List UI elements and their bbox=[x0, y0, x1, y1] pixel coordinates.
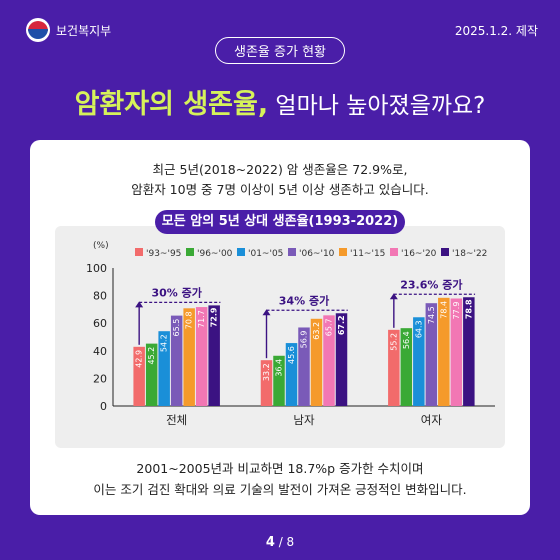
bar bbox=[413, 317, 425, 406]
top-bar: 보건복지부 2025.1.2. 제작 생존율 증가 현황 bbox=[0, 0, 560, 64]
y-tick-label: 80 bbox=[93, 290, 107, 303]
content-card: 최근 5년(2018~2022) 암 생존율은 72.9%로, 암환자 10명 … bbox=[30, 140, 530, 515]
chart-title: 모든 암의 5년 상대 생존율(1993-2022) bbox=[155, 210, 405, 234]
bar-value-label: 36.4 bbox=[275, 359, 284, 377]
y-tick-label: 60 bbox=[93, 317, 107, 330]
annotation-arrow-head bbox=[262, 309, 271, 316]
bar-value-label: 55.2 bbox=[389, 333, 398, 351]
bar-value-label: 74.5 bbox=[427, 306, 436, 324]
headline: 암환자의 생존율, 얼마나 높아졌을까요? bbox=[0, 82, 560, 121]
bar bbox=[195, 307, 208, 406]
org-name: 보건복지부 bbox=[56, 23, 112, 38]
bar bbox=[298, 327, 310, 406]
legend-swatch bbox=[186, 248, 194, 256]
bar bbox=[260, 360, 273, 406]
annotation-label: 23.6% 증가 bbox=[400, 277, 462, 291]
survival-rate-chart: (%) 0 20 40 60 80 100 '93~'95 '96~'00 '01~'05 '06~… bbox=[86, 241, 495, 427]
x-tick-label: 전체 bbox=[166, 413, 187, 427]
legend-label: '96~'00 bbox=[197, 249, 233, 259]
page-current: 4 bbox=[265, 535, 275, 550]
bar bbox=[400, 328, 413, 406]
bar-value-label: 33.2 bbox=[262, 363, 271, 381]
annotation-label: 30% 증가 bbox=[151, 285, 201, 299]
bar bbox=[438, 297, 450, 406]
legend-swatch bbox=[288, 248, 296, 256]
bar-value-label: 78.4 bbox=[439, 301, 448, 319]
y-tick-label: 20 bbox=[93, 372, 107, 385]
bar-value-label: 54.2 bbox=[160, 334, 169, 352]
page-total: / 8 bbox=[278, 535, 295, 549]
bar-value-label: 56.9 bbox=[300, 331, 309, 349]
annotation-arrow-head bbox=[135, 301, 144, 308]
bar bbox=[450, 298, 463, 406]
y-tick-label: 0 bbox=[100, 400, 107, 413]
bar-value-label: 64.3 bbox=[414, 320, 423, 338]
intro-line-2: 암환자 10명 중 7명 이상이 5년 이상 생존하고 있습니다. bbox=[131, 182, 429, 197]
legend-label: '01~'05 bbox=[248, 249, 283, 259]
production-date: 2025.1.2. 제작 bbox=[454, 24, 538, 38]
x-tick-label: 남자 bbox=[293, 413, 315, 427]
y-tick-label: 40 bbox=[93, 345, 107, 358]
bar-value-label: 71.7 bbox=[197, 310, 206, 328]
legend-label: '93~'95 bbox=[146, 249, 181, 259]
ministry-logo: 보건복지부 bbox=[26, 18, 111, 42]
bar bbox=[285, 343, 298, 406]
taegeuk-icon bbox=[26, 18, 50, 42]
bar bbox=[145, 343, 158, 406]
headline-rest: 얼마나 높아졌을까요? bbox=[268, 93, 486, 119]
bar-value-label: 63.2 bbox=[312, 322, 321, 340]
bar-value-label: 72.9 bbox=[210, 307, 219, 327]
bar bbox=[170, 315, 183, 406]
bar bbox=[310, 318, 323, 406]
bar bbox=[335, 313, 348, 406]
y-tick-label: 100 bbox=[86, 262, 107, 275]
bar bbox=[388, 329, 400, 406]
bar-value-label: 65.7 bbox=[325, 318, 334, 336]
footer-line-1: 2001~2005년과 비교하면 18.7%p 증가한 수치이며 bbox=[136, 461, 424, 476]
bar-value-label: 77.9 bbox=[452, 302, 461, 320]
bar-value-label: 67.2 bbox=[337, 315, 346, 335]
footer-line-2: 이는 조기 검진 확대와 의료 기술의 발전이 가져온 긍정적인 변화입니다. bbox=[93, 482, 467, 497]
legend-swatch bbox=[237, 248, 245, 256]
legend-label: '11~'15 bbox=[350, 249, 385, 259]
bar-value-label: 42.9 bbox=[135, 350, 144, 368]
legend-swatch bbox=[441, 248, 449, 256]
bar-value-label: 70.8 bbox=[185, 311, 194, 329]
bar bbox=[425, 303, 438, 406]
intro-line-1: 최근 5년(2018~2022) 암 생존율은 72.9%로, bbox=[152, 162, 408, 177]
y-axis-unit: (%) bbox=[93, 241, 109, 251]
annotation-arrow-head bbox=[389, 293, 398, 300]
legend-label: '06~'10 bbox=[299, 249, 335, 259]
bar-value-label: 78.8 bbox=[464, 299, 473, 319]
bar bbox=[158, 331, 170, 406]
bar bbox=[133, 346, 145, 406]
footer-text: 2001~2005년과 비교하면 18.7%p 증가한 수치이며 이는 조기 검… bbox=[30, 458, 530, 500]
bar-value-label: 65.5 bbox=[172, 319, 181, 337]
legend-label: '18~'22 bbox=[452, 249, 487, 259]
legend-swatch bbox=[390, 248, 398, 256]
intro-text: 최근 5년(2018~2022) 암 생존율은 72.9%로, 암환자 10명 … bbox=[30, 160, 530, 200]
bar bbox=[273, 355, 285, 406]
x-tick-label: 여자 bbox=[421, 413, 443, 427]
bar bbox=[208, 305, 220, 406]
legend-swatch bbox=[135, 248, 143, 256]
headline-accent: 암환자의 생존율, bbox=[74, 89, 269, 120]
bar-value-label: 45.6 bbox=[287, 346, 296, 364]
bar bbox=[183, 308, 195, 406]
legend-swatch bbox=[339, 248, 347, 256]
page-indicator: 4 / 8 bbox=[0, 535, 560, 550]
bar-value-label: 45.2 bbox=[147, 347, 156, 365]
topic-badge: 생존율 증가 현황 bbox=[215, 37, 345, 64]
legend-label: '16~'20 bbox=[401, 249, 437, 259]
bar bbox=[323, 315, 335, 406]
bar bbox=[463, 297, 475, 406]
bar-value-label: 56.4 bbox=[402, 331, 411, 349]
annotation-label: 34% 증가 bbox=[279, 293, 329, 307]
